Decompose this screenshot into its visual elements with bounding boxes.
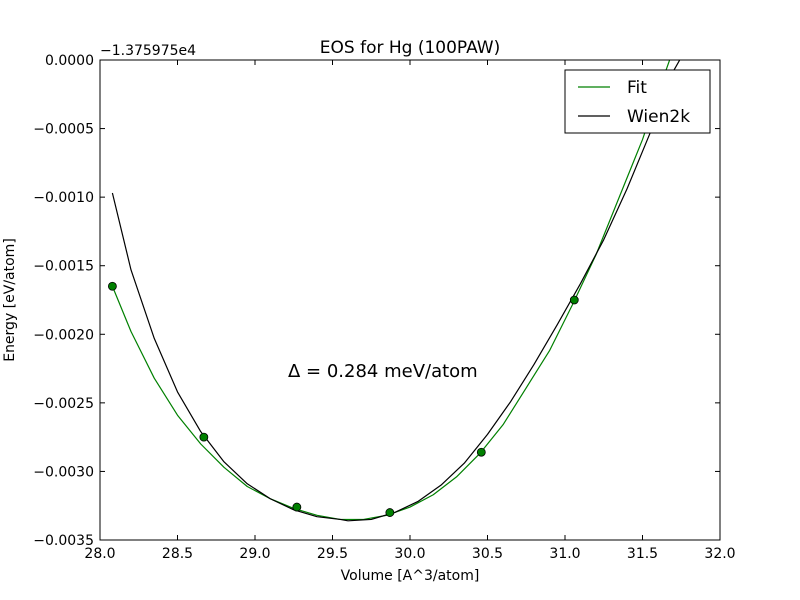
x-tick-label: 30.0 <box>394 546 425 562</box>
legend-box <box>564 69 711 134</box>
legend: Fit Wien2k <box>564 69 711 134</box>
legend-label-fit: Fit <box>627 78 647 98</box>
y-tick-label: −0.0035 <box>33 533 94 549</box>
y-offset-label: −1.375975e4 <box>100 43 196 59</box>
x-tick-label: 31.0 <box>549 546 580 562</box>
x-tick-label: 31.5 <box>627 546 658 562</box>
data-point <box>292 502 302 512</box>
x-tick-label: 28.0 <box>84 546 115 562</box>
data-point <box>199 432 209 442</box>
x-tick-label: 28.5 <box>162 546 193 562</box>
x-axis-label: Volume [A^3/atom] <box>341 568 480 584</box>
y-tick-label: −0.0005 <box>33 122 94 138</box>
plot-frame <box>99 59 721 541</box>
legend-label-wien2k: Wien2k <box>627 107 690 127</box>
chart-title: EOS for Hg (100PAW) <box>320 38 500 58</box>
x-tick-label: 29.0 <box>239 546 270 562</box>
y-tick-label: −0.0025 <box>33 396 94 412</box>
x-tick-label: 29.5 <box>317 546 348 562</box>
y-tick-label: 0.0000 <box>45 53 94 69</box>
data-point <box>476 447 486 457</box>
x-tick-label: 32.0 <box>704 546 735 562</box>
y-tick-label: −0.0030 <box>33 464 94 480</box>
tick-layer: 28.0 28.5 29.0 29.5 30.0 30.5 31.0 31.5 32.0 0.00… <box>33 53 735 562</box>
data-point <box>385 508 395 517</box>
y-tick-label: −0.0010 <box>33 190 94 206</box>
y-axis-label: Energy [eV/atom] <box>2 238 18 362</box>
series-line-wien2k <box>111 60 681 522</box>
x-tick-label: 30.5 <box>472 546 503 562</box>
delta-annotation: Δ = 0.284 meV/atom <box>288 361 478 382</box>
data-point <box>569 295 579 305</box>
y-tick-label: −0.0020 <box>33 327 94 343</box>
data-point <box>108 281 117 291</box>
y-tick-label: −0.0015 <box>33 259 94 275</box>
series-layer <box>108 60 681 522</box>
